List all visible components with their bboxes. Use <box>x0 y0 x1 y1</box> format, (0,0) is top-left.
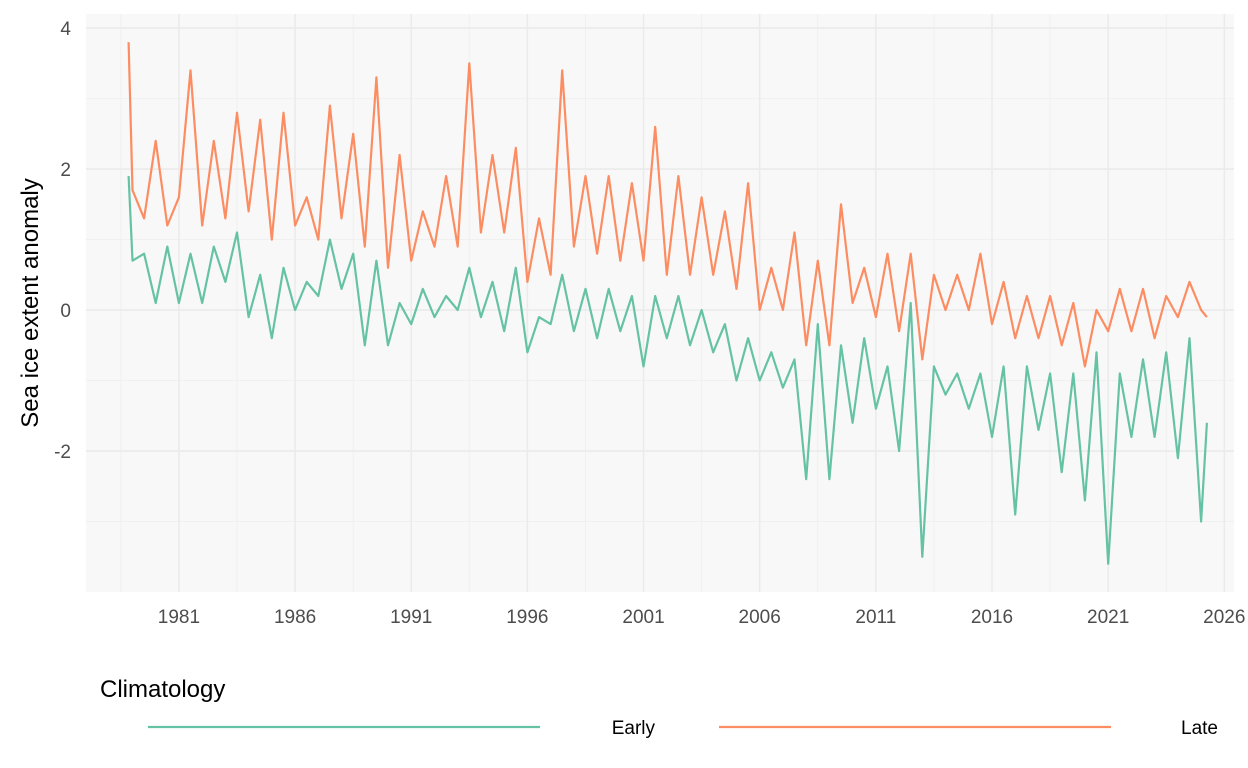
x-tick-label: 2001 <box>622 607 664 628</box>
x-tick-label: 1991 <box>390 607 432 628</box>
legend: Climatology Early Late <box>100 676 1218 739</box>
y-tick-labels: -2 0 2 4 <box>54 19 71 463</box>
legend-title: Climatology <box>100 676 225 703</box>
legend-label-late: Late <box>1181 718 1218 739</box>
x-tick-label: 1996 <box>506 607 548 628</box>
x-tick-label: 2026 <box>1203 607 1245 628</box>
y-tick-label: -2 <box>54 442 71 463</box>
plot-panel <box>86 14 1234 592</box>
x-tick-label: 2016 <box>971 607 1013 628</box>
series-line-late <box>127 42 1208 368</box>
grid-major <box>86 14 1234 592</box>
x-tick-label: 1981 <box>158 607 200 628</box>
series-line-early <box>127 176 1208 565</box>
y-tick-label: 0 <box>60 301 71 322</box>
y-axis-title: Sea ice extent anomaly <box>17 178 44 427</box>
x-tick-label: 1986 <box>274 607 316 628</box>
legend-items: Early Late <box>148 718 1218 739</box>
x-tick-label: 2011 <box>855 607 896 628</box>
grid-minor <box>86 14 1234 592</box>
y-tick-label: 2 <box>60 160 71 181</box>
x-tick-labels: 1981 1986 1991 1996 2001 2006 2011 2016 2021 2026 <box>158 607 1246 628</box>
legend-label-early: Early <box>612 718 656 739</box>
x-tick-label: 2006 <box>739 607 781 628</box>
series-layer <box>127 42 1208 565</box>
x-tick-label: 2021 <box>1087 607 1129 628</box>
y-tick-label: 4 <box>60 19 71 40</box>
